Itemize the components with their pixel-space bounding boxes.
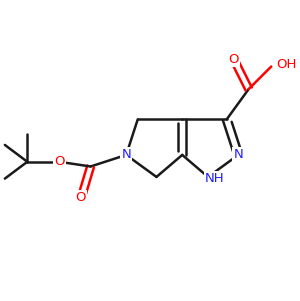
Text: N: N — [121, 148, 131, 161]
Text: O: O — [75, 191, 86, 204]
Text: OH: OH — [276, 58, 296, 71]
Text: N: N — [233, 148, 243, 161]
Text: NH: NH — [205, 172, 225, 185]
Text: O: O — [54, 155, 64, 168]
Text: O: O — [228, 53, 239, 66]
